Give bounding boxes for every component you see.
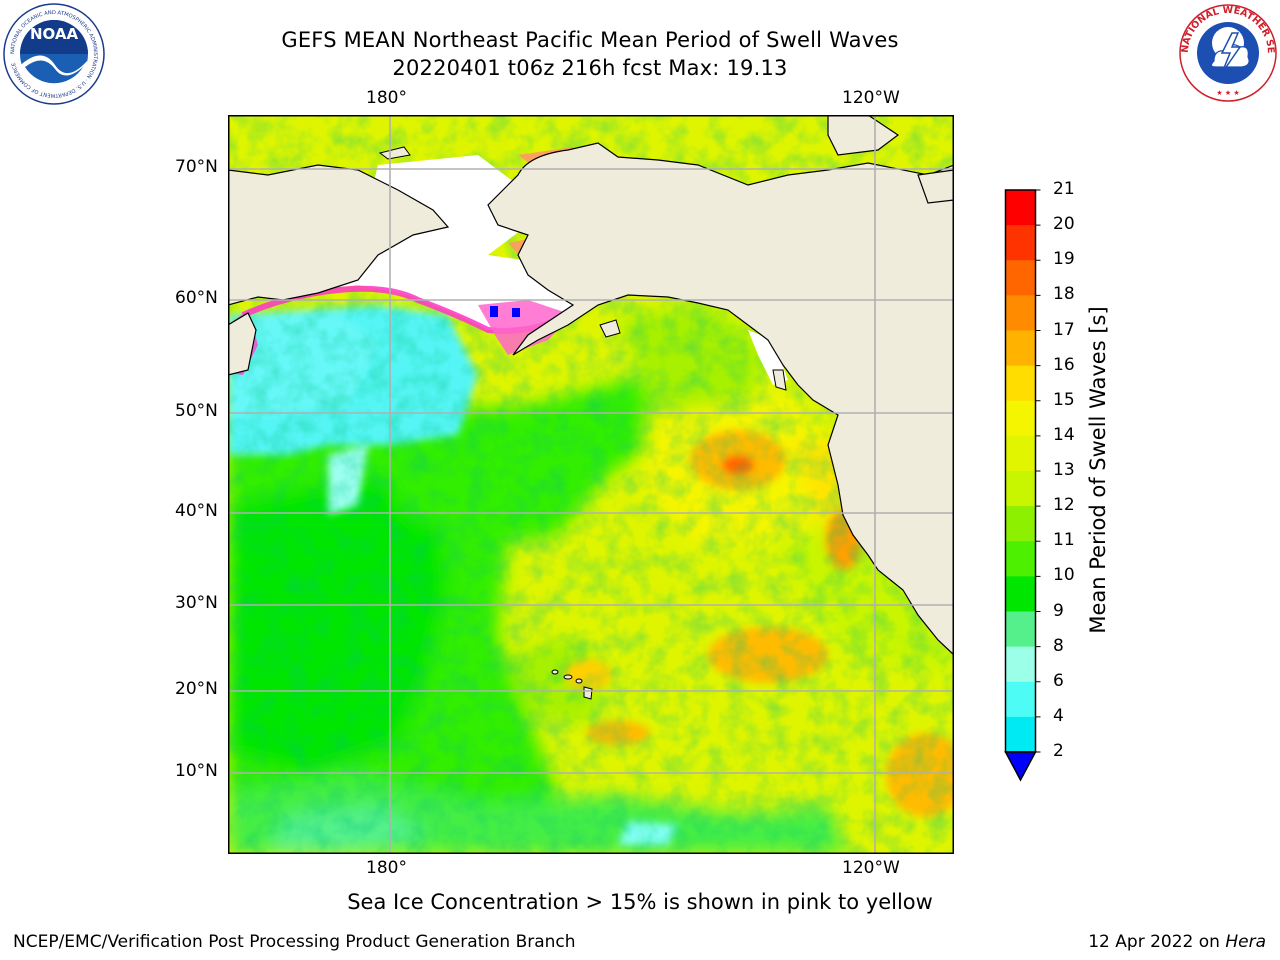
- sea-ice-note: Sea Ice Concentration > 15% is shown in …: [347, 890, 933, 914]
- colorbar-tick-label: 19: [1053, 249, 1075, 270]
- land-siberia: [228, 164, 450, 306]
- colorbar-swatch: [1005, 471, 1036, 507]
- credit-host: Hera: [1225, 932, 1266, 952]
- colorbar-swatch: [1005, 541, 1036, 577]
- lon-label-top-180: 180°: [366, 88, 407, 108]
- lat-label-60n: 60°N: [175, 288, 218, 308]
- colorbar: [1004, 189, 1041, 782]
- colorbar-swatch: [1005, 190, 1036, 226]
- colorbar-swatch: [1005, 435, 1036, 472]
- colorbar-swatch: [1005, 260, 1036, 296]
- lon-label-bottom-180: 180°: [366, 858, 407, 878]
- lon-label-bottom-120w: 120°W: [842, 858, 900, 878]
- colorbar-swatch: [1005, 611, 1036, 648]
- credit-date-host: 12 Apr 2022 on Hera: [1088, 932, 1266, 952]
- noaa-logo: NATIONAL OCEANIC AND ATMOSPHERIC ADMINIS…: [3, 3, 105, 105]
- colorbar-swatch: [1005, 576, 1036, 612]
- colorbar-tick-label: 12: [1053, 495, 1075, 516]
- noaa-logo-text: NOAA: [30, 25, 79, 43]
- chart-title: GEFS MEAN Northeast Pacific Mean Period …: [281, 28, 899, 52]
- lat-label-10n: 10°N: [175, 761, 218, 781]
- credit-date: 12 Apr 2022 on: [1088, 932, 1226, 952]
- colorbar-tick-label: 10: [1053, 565, 1075, 586]
- colorbar-swatch: [1005, 330, 1036, 367]
- colorbar-tick-label: 13: [1053, 460, 1075, 480]
- colorbar-tick-label: 17: [1053, 319, 1075, 340]
- colorbar-tick-label: 6: [1053, 670, 1064, 691]
- lat-label-20n: 20°N: [175, 679, 218, 699]
- colorbar-tick-label: 2: [1053, 741, 1064, 761]
- colorbar-swatch: [1005, 716, 1036, 753]
- map-plot: [228, 115, 954, 854]
- colorbar-tick-label: 11: [1053, 530, 1075, 551]
- colorbar-extend-arrow: [1004, 751, 1037, 782]
- lat-label-40n: 40°N: [175, 501, 218, 521]
- chart-subtitle: 20220401 t06z 216h fcst Max: 19.13: [392, 56, 788, 80]
- colorbar-swatch: [1005, 365, 1036, 402]
- colorbar-swatch: [1005, 225, 1036, 261]
- colorbar-tick-label: 15: [1053, 389, 1075, 410]
- lat-label-30n: 30°N: [175, 593, 218, 613]
- lat-label-70n: 70°N: [175, 157, 218, 177]
- graticule: [228, 115, 954, 854]
- credit-branch: NCEP/EMC/Verification Post Processing Pr…: [13, 932, 576, 952]
- colorbar-label: Mean Period of Swell Waves [s]: [1086, 306, 1110, 634]
- land-alaska-canada: [487, 142, 954, 656]
- lat-label-50n: 50°N: [175, 401, 218, 421]
- colorbar-tick-label: 21: [1053, 179, 1075, 199]
- colorbar-tick-label: 20: [1053, 214, 1075, 235]
- colorbar-swatch: [1005, 295, 1036, 331]
- colorbar-swatch: [1005, 400, 1036, 437]
- colorbar-swatch: [1005, 681, 1036, 718]
- colorbar-tick-label: 4: [1053, 705, 1064, 726]
- colorbar-swatch: [1005, 646, 1036, 683]
- colorbar-tick-label: 14: [1053, 424, 1075, 445]
- svg-text:★ ★ ★: ★ ★ ★: [1216, 89, 1239, 97]
- nws-logo: NATIONAL WEATHER SERVICE ★ ★ ★: [1178, 3, 1277, 102]
- colorbar-swatch: [1005, 506, 1036, 542]
- colorbar-tick-label: 8: [1053, 635, 1064, 656]
- colorbar-tick-label: 18: [1053, 284, 1075, 305]
- lon-label-top-120w: 120°W: [842, 88, 900, 108]
- hawaii-islands: [551, 669, 593, 700]
- colorbar-tick-label: 16: [1053, 354, 1075, 375]
- colorbar-tick-label: 9: [1053, 600, 1064, 621]
